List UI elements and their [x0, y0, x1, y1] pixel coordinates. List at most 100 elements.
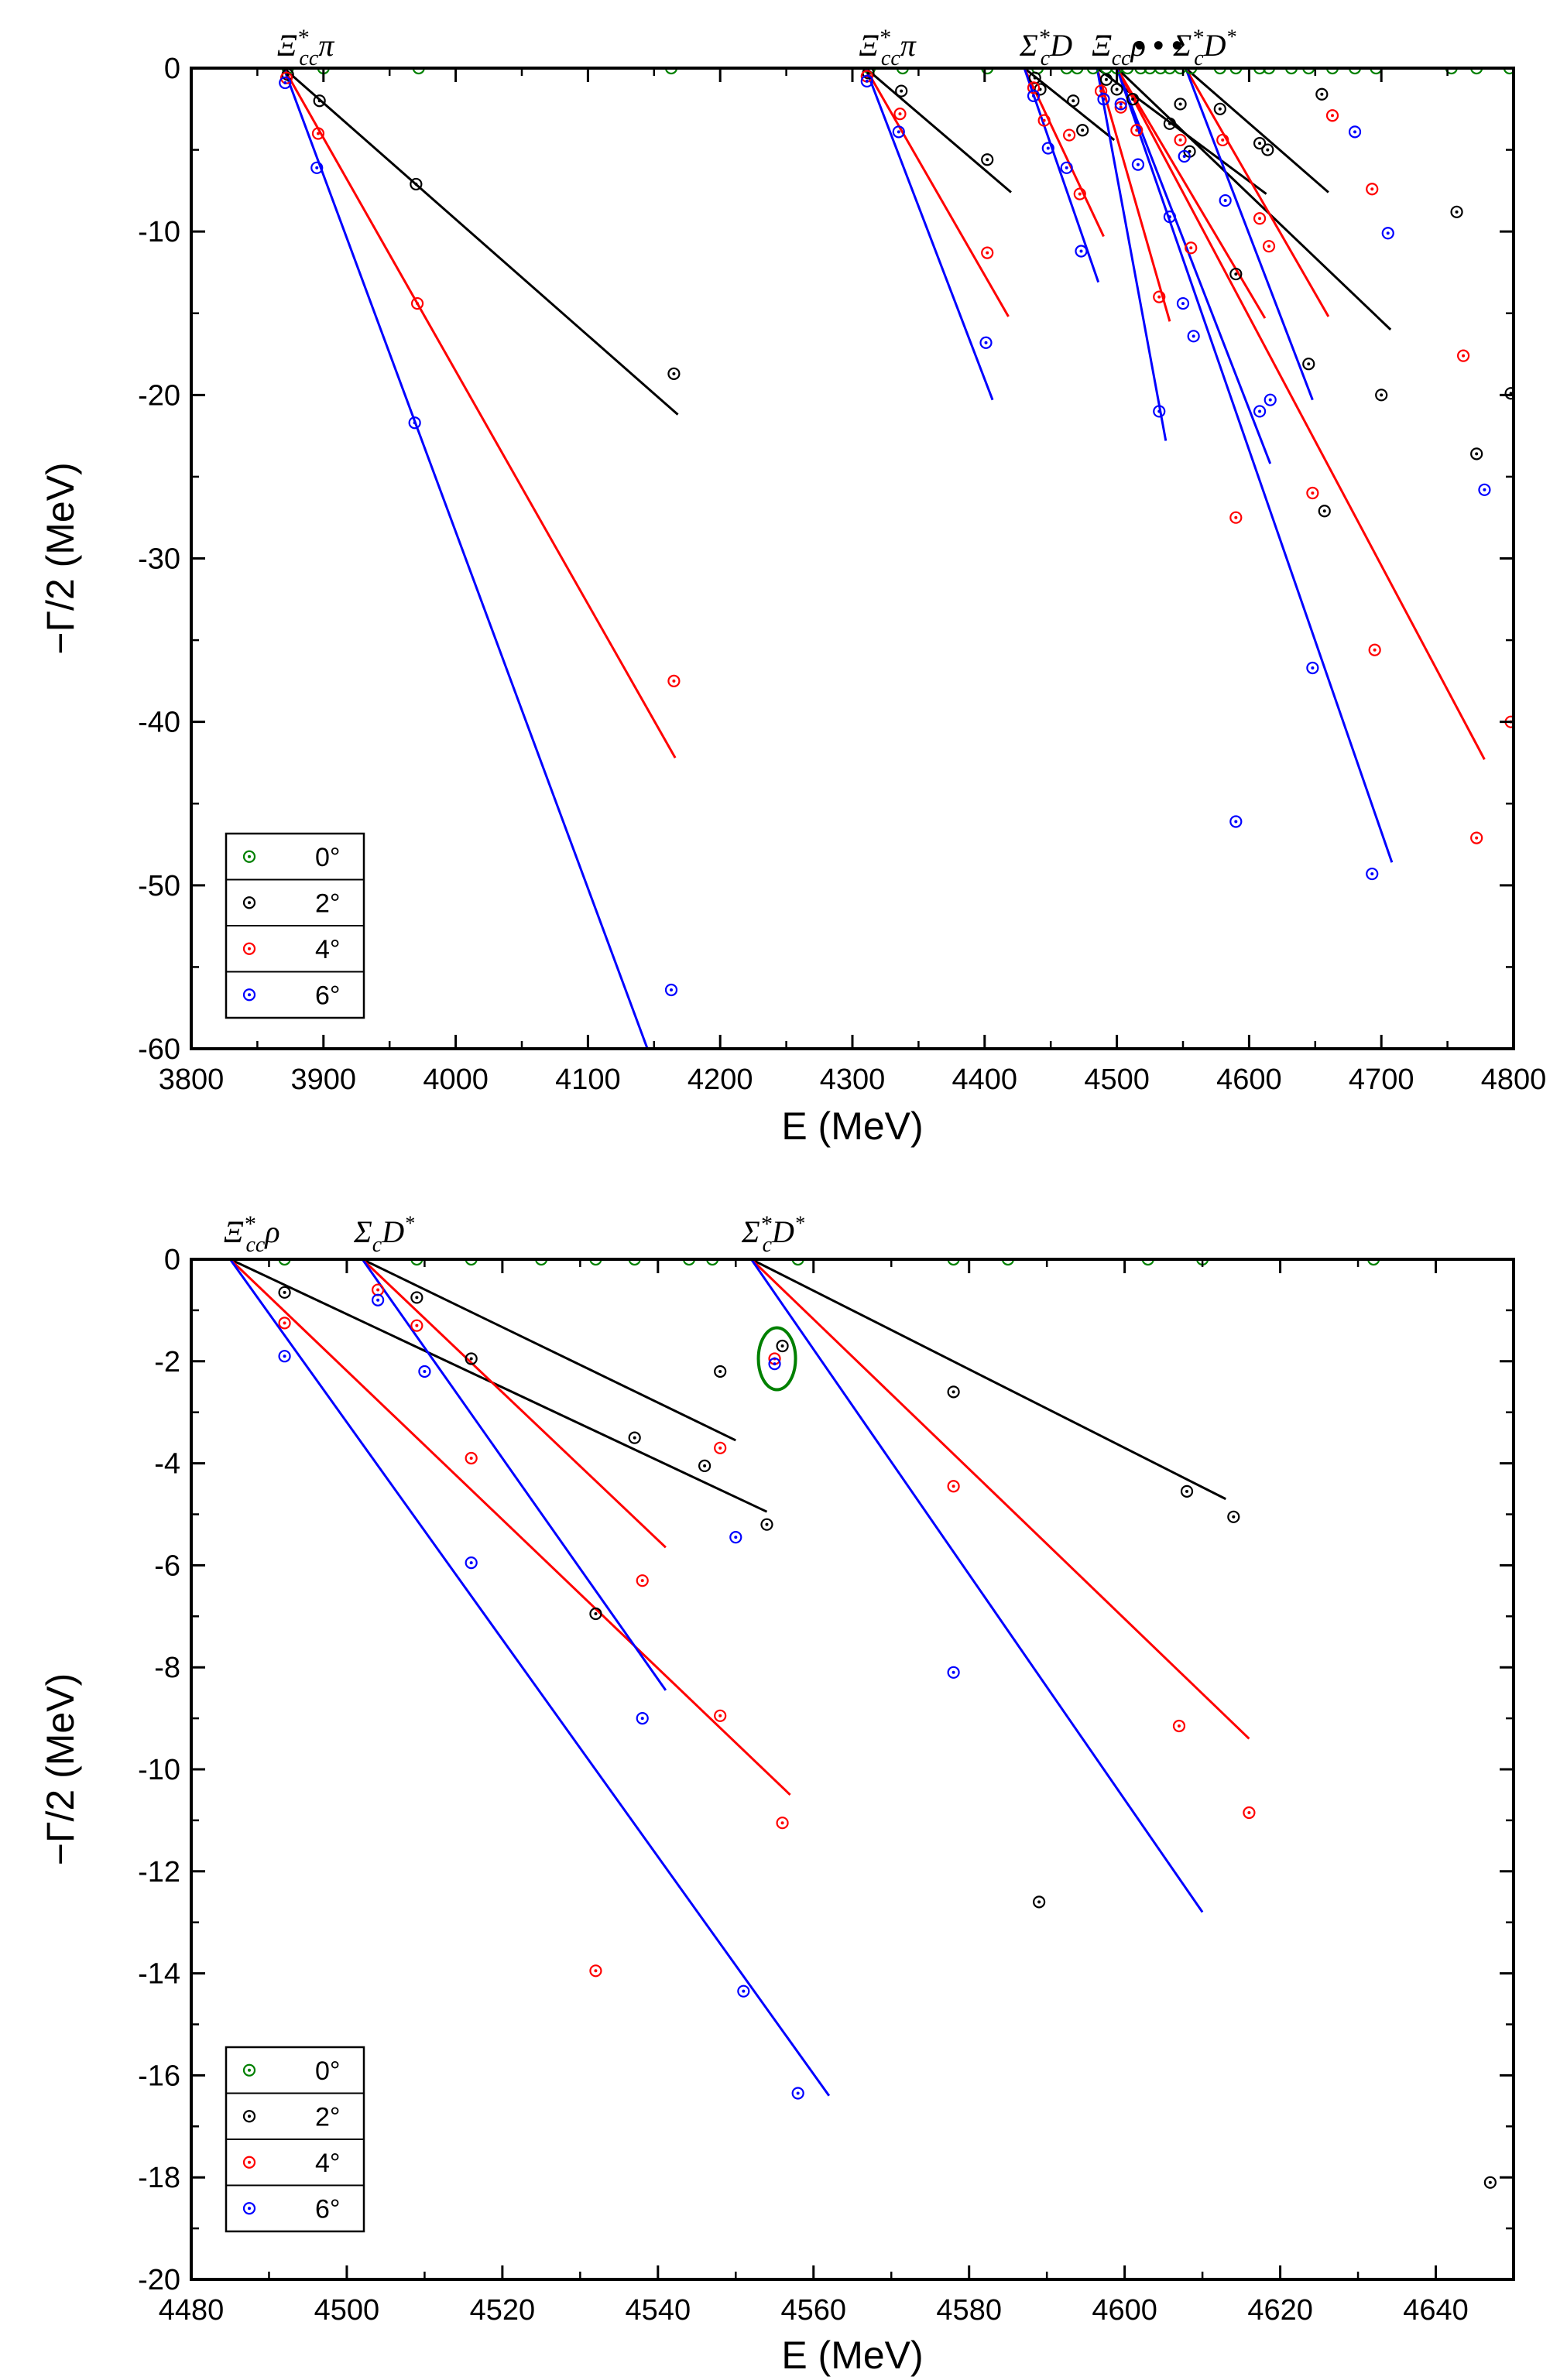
data-point: [1067, 94, 1080, 108]
data-point: [465, 1352, 478, 1365]
y-axis-title: −Γ/2 (MeV): [39, 1673, 82, 1865]
y-tick-label: -8: [154, 1652, 180, 1684]
data-point: [714, 1441, 727, 1454]
data-point: [1163, 117, 1177, 130]
y-tick-label: -50: [138, 870, 180, 902]
data-point: [1366, 867, 1379, 881]
legend-label: 4°: [315, 935, 341, 964]
legend-marker: [242, 2110, 256, 2123]
data-point: [1180, 1485, 1194, 1498]
data-point: [636, 1712, 649, 1725]
data-point: [791, 2087, 804, 2100]
threshold-label: • • •: [1134, 28, 1182, 63]
data-point: [698, 1459, 711, 1472]
data-point: [1262, 240, 1276, 253]
data-point: [410, 1291, 423, 1304]
data-point: [1219, 193, 1232, 207]
legend-marker: [242, 2202, 256, 2215]
data-point: [1033, 1895, 1046, 1909]
x-tick-label: 4400: [952, 1063, 1018, 1096]
plot-frame: [190, 67, 1515, 1050]
fit-line: [361, 1259, 667, 1691]
legend-label: 6°: [315, 2194, 341, 2224]
legend-marker: [242, 850, 256, 863]
chart-panel-1: 3800 3900 4000 4100 4200 4300 4400 4500 4600 4700…: [39, 25, 1546, 1148]
data-point: [860, 74, 873, 87]
data-point: [1099, 73, 1113, 86]
x-tick-label: 4640: [1403, 2294, 1469, 2327]
y-tick-label: -10: [138, 1754, 180, 1786]
data-point: [1153, 405, 1166, 418]
x-tick-label: 4100: [555, 1063, 621, 1096]
fit-line: [865, 68, 1012, 193]
data-point: [1213, 102, 1226, 115]
fit-lines: [229, 1259, 1250, 2097]
fit-line: [1185, 68, 1330, 317]
data-point: [1306, 661, 1319, 675]
y-tick-label: -20: [138, 2264, 180, 2296]
threshold-label: Ξccρ: [1092, 28, 1146, 70]
data-point: [465, 1556, 478, 1570]
data-point: [1110, 83, 1123, 96]
data-point: [947, 1666, 960, 1679]
data-point: [776, 1817, 789, 1830]
legend-label: 6°: [315, 981, 341, 1010]
legend: 0° 2° 4° 6°: [225, 832, 365, 1019]
data-point: [979, 336, 993, 349]
data-point: [1060, 161, 1073, 174]
x-tick-label: 3800: [159, 1063, 225, 1096]
data-point: [1261, 143, 1274, 156]
fit-line: [1116, 68, 1392, 330]
data-point: [372, 1283, 385, 1296]
data-points: [278, 1259, 1497, 2189]
y-tick-label: 0: [164, 53, 180, 85]
data-point: [628, 1431, 641, 1444]
chart-panel-2: 4480 4500 4520 4540 4560 4580 4600 4620 4640 0 -2 -…: [39, 1211, 1515, 2377]
fit-line: [283, 68, 649, 1049]
data-point: [895, 84, 908, 98]
data-point: [1306, 486, 1319, 500]
data-point: [1375, 389, 1388, 402]
data-point: [1172, 1719, 1186, 1733]
data-point: [410, 1319, 423, 1332]
data-point: [418, 1365, 431, 1378]
fit-line: [1023, 68, 1100, 283]
data-point: [1229, 815, 1243, 828]
data-point: [667, 674, 681, 687]
legend-marker: [242, 2156, 256, 2169]
legend-label: 0°: [315, 2056, 341, 2086]
data-point: [981, 246, 994, 259]
fit-line: [1023, 68, 1105, 238]
x-tick-label: 4480: [159, 2294, 225, 2327]
data-point: [1470, 447, 1483, 461]
fit-line: [750, 1259, 1226, 1501]
fit-line: [1185, 68, 1329, 193]
y-tick-label: -14: [138, 1958, 180, 1991]
data-point: [589, 1607, 602, 1621]
fit-line: [1096, 68, 1171, 322]
threshold-label: Ξ* ccρ: [224, 1211, 280, 1257]
data-point: [1325, 109, 1339, 122]
data-point: [1456, 349, 1470, 362]
data-point: [760, 1518, 773, 1531]
x-tick-label: 4540: [626, 2294, 691, 2327]
data-point: [1253, 137, 1267, 150]
fit-line: [283, 68, 679, 416]
y-tick-label: -6: [154, 1550, 180, 1582]
data-point: [714, 1365, 727, 1378]
data-point: [410, 296, 424, 310]
data-point: [1176, 296, 1190, 310]
data-point: [1348, 125, 1362, 139]
legend: 0° 2° 4° 6°: [225, 2046, 365, 2233]
threshold-label: Ξ* ccπ: [859, 25, 916, 70]
data-point: [1253, 212, 1267, 225]
data-point: [981, 153, 994, 166]
data-point: [714, 1709, 727, 1722]
fit-lines: [283, 68, 1486, 1049]
data-point: [1163, 211, 1177, 224]
data-point: [1366, 183, 1379, 196]
x-tick-label: 4580: [936, 2294, 1002, 2327]
data-point: [310, 161, 324, 174]
y-tick-label: -60: [138, 1033, 180, 1066]
